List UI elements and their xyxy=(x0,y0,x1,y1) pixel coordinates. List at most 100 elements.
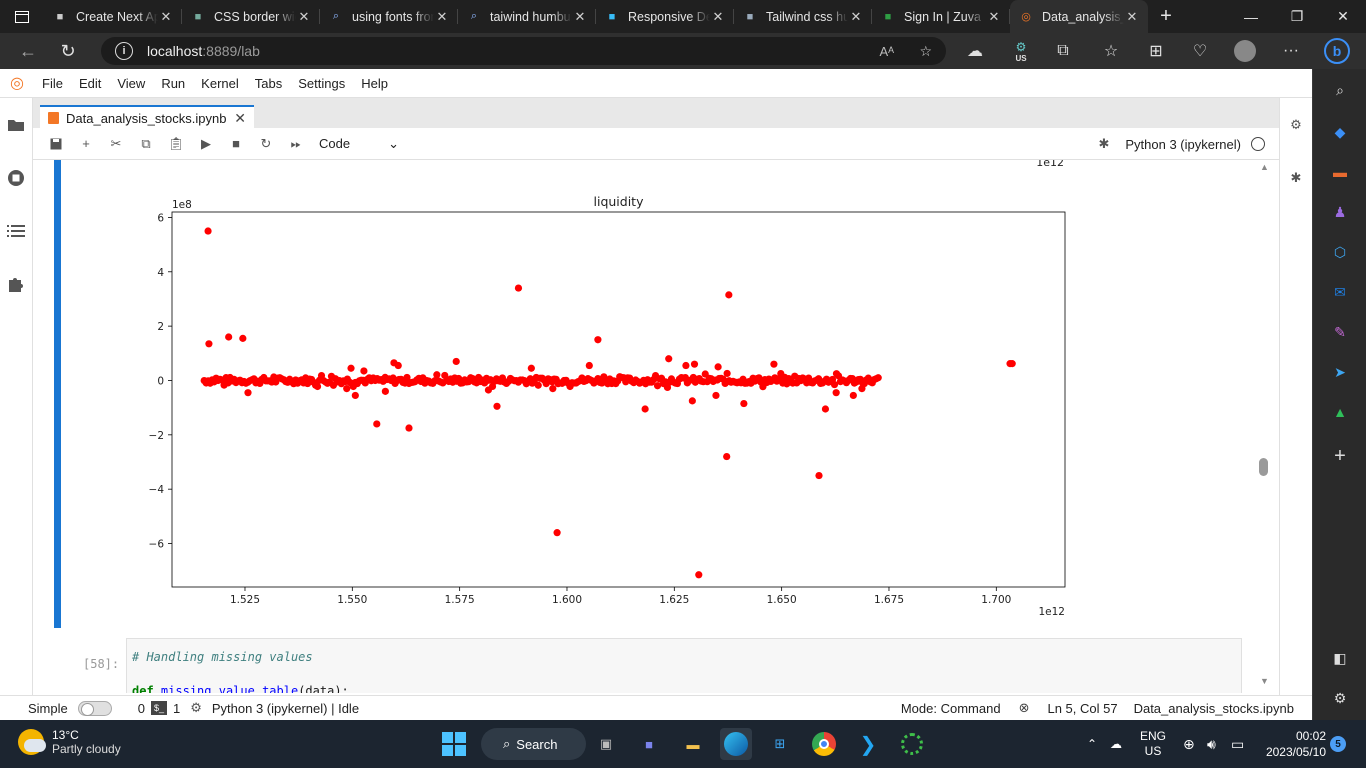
menu-tabs[interactable]: Tabs xyxy=(254,75,283,91)
browser-tab[interactable]: ⌕ taiwind humburger✕ xyxy=(458,0,596,33)
notebook-scrollbar[interactable]: ▲ ▼ xyxy=(1257,160,1271,693)
kernel-gear-icon[interactable]: ⚙ xyxy=(190,700,202,715)
read-aloud-icon[interactable]: Aᴬ xyxy=(879,43,894,59)
notebook-panel[interactable]: 1e12 liquidity 1e8 1e12 6 4 2 0 −2 −4 −6 1.525 1.550… xyxy=(33,160,1279,693)
file-explorer-icon[interactable]: ▬ xyxy=(686,736,700,752)
debugger-icon[interactable]: ✱ xyxy=(1290,170,1302,185)
extensions-puzzle-icon[interactable]: ⧉ xyxy=(1057,42,1069,59)
performance-icon[interactable]: ♡ xyxy=(1192,43,1208,60)
browser-tab[interactable]: ■ CSS border width✕ xyxy=(182,0,320,33)
browser-tab[interactable]: ■ Responsive Design✕ xyxy=(596,0,734,33)
scrollbar-thumb[interactable] xyxy=(1259,458,1268,476)
language-indicator[interactable]: ENG US xyxy=(1140,720,1166,768)
add-sidebar-app-icon[interactable]: + xyxy=(1334,444,1346,467)
chrome-icon[interactable] xyxy=(808,728,840,760)
clock[interactable]: 00:02 2023/05/10 xyxy=(1266,728,1326,760)
notebook-tab[interactable]: Data_analysis_stocks.ipynb ✕ xyxy=(40,105,254,129)
shopping-tag-icon[interactable]: ◆ xyxy=(1334,123,1346,140)
task-view-icon[interactable]: ▣ xyxy=(599,736,613,751)
games-icon[interactable]: ♟ xyxy=(1333,203,1347,220)
close-tab-icon[interactable]: ✕ xyxy=(574,8,586,24)
volume-icon[interactable]: 🔊︎ xyxy=(1207,735,1216,752)
hide-sidebar-icon[interactable]: ◧ xyxy=(1333,649,1347,666)
stop-icon[interactable]: ■ xyxy=(232,136,240,151)
site-info-icon[interactable]: i xyxy=(115,42,133,60)
run-icon[interactable]: ▶ xyxy=(201,135,211,151)
start-icon[interactable] xyxy=(438,728,470,760)
vscode-icon[interactable]: ❯ xyxy=(859,733,877,756)
cell-type-select[interactable]: Code ⌄ xyxy=(319,136,399,152)
scroll-down-icon[interactable]: ▼ xyxy=(1260,676,1269,686)
store-icon[interactable]: ⊞ xyxy=(774,736,786,751)
designer-icon[interactable]: ✎ xyxy=(1334,323,1346,340)
favorites-icon[interactable]: ☆ xyxy=(1103,43,1119,60)
add-cell-icon[interactable]: + xyxy=(82,136,90,151)
sidebar-settings-icon[interactable]: ⚙ xyxy=(1333,689,1347,706)
new-tab-button[interactable]: + xyxy=(1160,5,1172,27)
refresh-icon[interactable]: ↻ xyxy=(60,40,76,61)
save-icon[interactable] xyxy=(41,129,71,159)
teams-chat-icon[interactable]: ■ xyxy=(645,736,653,752)
profile-extension-icon[interactable]: ⚙ US xyxy=(1015,39,1027,63)
extension-manager-icon[interactable] xyxy=(6,274,26,294)
menu-run[interactable]: Run xyxy=(161,75,186,91)
running-sessions-icon[interactable] xyxy=(6,168,26,188)
minimize-button[interactable]: — xyxy=(1244,8,1258,25)
more-options-icon[interactable]: ··· xyxy=(1283,42,1299,59)
table-of-contents-icon[interactable] xyxy=(6,221,26,241)
cut-icon[interactable]: ✂ xyxy=(110,135,122,151)
back-arrow-icon[interactable]: ← xyxy=(19,40,37,61)
close-tab-icon[interactable]: ✕ xyxy=(850,8,862,24)
cursor-position[interactable]: Ln 5, Col 57 xyxy=(1047,700,1118,716)
close-tab-icon[interactable]: ✕ xyxy=(298,8,310,24)
taskbar-search[interactable]: ⌕ Search xyxy=(481,728,586,760)
tools-briefcase-icon[interactable]: ▬ xyxy=(1333,164,1347,180)
close-tab-icon[interactable]: ✕ xyxy=(160,8,172,24)
profile-avatar[interactable] xyxy=(1222,33,1268,69)
trusted-shield-icon[interactable]: ⊗ xyxy=(1018,700,1030,715)
terminal-icon[interactable]: $_ xyxy=(150,701,167,715)
menu-kernel[interactable]: Kernel xyxy=(201,75,239,91)
edge-taskbar-icon[interactable] xyxy=(720,728,752,760)
browser-tab[interactable]: ■ Tailwind css humb✕ xyxy=(734,0,872,33)
menu-view[interactable]: View xyxy=(117,75,146,91)
extensions-cloud-icon[interactable]: ☁ xyxy=(967,43,983,60)
tree-icon[interactable]: ▲ xyxy=(1333,404,1347,420)
weather-widget[interactable]: 13°C Partly cloudy xyxy=(18,728,121,756)
window-menu-icon[interactable] xyxy=(0,0,44,33)
browser-tab[interactable]: ■ Create Next App✕ xyxy=(44,0,182,33)
kernel-status-text[interactable]: Python 3 (ipykernel) | Idle xyxy=(211,700,360,716)
paste-icon[interactable]: 📋︎ xyxy=(167,135,185,151)
scroll-up-icon[interactable]: ▲ xyxy=(1260,162,1269,172)
close-tab-icon[interactable]: ✕ xyxy=(988,8,1000,24)
close-tab-icon[interactable]: ✕ xyxy=(1126,8,1138,24)
show-hidden-icons[interactable]: ⌃ xyxy=(1087,737,1098,751)
menu-help[interactable]: Help xyxy=(361,75,388,91)
onedrive-icon[interactable]: ☁ xyxy=(1110,737,1122,751)
run-all-icon[interactable]: ⏩︎ xyxy=(290,135,302,151)
close-tab-icon[interactable]: ✕ xyxy=(712,8,724,24)
restart-icon[interactable]: ↻ xyxy=(260,135,272,151)
close-tab-icon[interactable]: ✕ xyxy=(436,8,448,24)
browser-tab[interactable]: ◎ Data_analysis_st✕ xyxy=(1010,0,1148,33)
close-window-button[interactable]: ✕ xyxy=(1337,8,1349,24)
url-field[interactable]: i localhost:8889/lab Aᴬ ☆ xyxy=(101,37,946,65)
code-cell-editor[interactable]: # Handling missing values def missing_va… xyxy=(126,638,1242,693)
jupyter-taskbar-icon[interactable] xyxy=(896,728,928,760)
browser-tab[interactable]: ⌕ using fonts from ✕ xyxy=(320,0,458,33)
debugger-bug-icon[interactable]: ✱ xyxy=(1098,136,1110,151)
folder-icon[interactable] xyxy=(6,115,26,135)
maximize-button[interactable]: ❐ xyxy=(1290,8,1304,24)
network-icon[interactable]: ⊕ xyxy=(1183,735,1195,752)
menu-settings[interactable]: Settings xyxy=(298,75,346,91)
search-icon[interactable]: ⌕ xyxy=(1336,81,1344,98)
browser-tab[interactable]: ■ Sign In | Zuva ✕ xyxy=(872,0,1010,33)
bing-copilot-icon[interactable]: b xyxy=(1314,33,1360,69)
menu-file[interactable]: File xyxy=(42,75,63,91)
add-favorite-icon[interactable]: ☆ xyxy=(919,42,932,59)
menu-edit[interactable]: Edit xyxy=(78,75,102,91)
simple-mode-toggle[interactable] xyxy=(77,700,112,716)
battery-icon[interactable]: ▭ xyxy=(1231,735,1245,752)
property-inspector-icon[interactable]: ⚙ xyxy=(1290,117,1302,132)
copy-icon[interactable]: ⧉ xyxy=(141,135,151,151)
